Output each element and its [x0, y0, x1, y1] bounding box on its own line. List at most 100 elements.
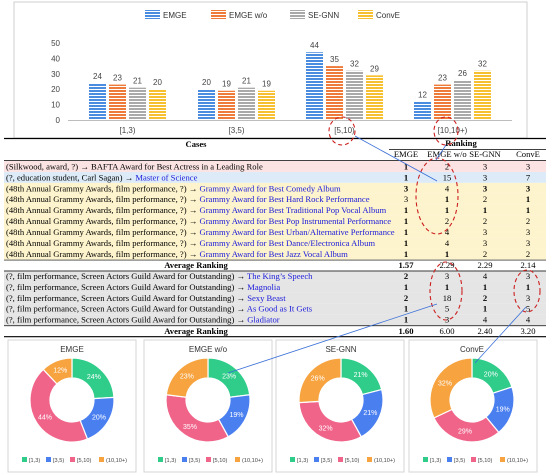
- table-case-text: (?, film performance, Screen Actors Guil…: [6, 315, 280, 325]
- ranking-value: 3: [483, 227, 487, 237]
- ranking-value: 1: [526, 282, 530, 292]
- table-row-background: [4, 270, 546, 282]
- average-ranking-value: 2.29: [477, 260, 492, 270]
- case-answer[interactable]: Grammy Award for Best Comedy Album: [199, 183, 341, 193]
- connector-line: [435, 144, 447, 161]
- case-answer[interactable]: As Good as It Gets: [247, 304, 313, 314]
- table-case-text: (48th Annual Grammy Awards, film perform…: [6, 183, 341, 193]
- ranking-value: 7: [526, 172, 531, 182]
- bar: [414, 101, 431, 120]
- ranking-value: 2: [445, 161, 449, 171]
- case-answer[interactable]: Grammy Award for Best Traditional Pop Vo…: [199, 205, 386, 215]
- donut-slice-label: 32%: [438, 380, 452, 387]
- average-ranking-label: Average Ranking: [164, 326, 228, 336]
- ranking-value: 3: [445, 271, 449, 281]
- bar-value-label: 21: [242, 77, 251, 86]
- case-answer[interactable]: Grammy Award for Best Hard Rock Performa…: [199, 194, 369, 204]
- case-triple: (48th Annual Grammy Awards, film perform…: [6, 183, 199, 193]
- case-answer[interactable]: Gladiator: [247, 315, 280, 325]
- ranking-value: 3: [483, 183, 487, 193]
- table-rules: [4, 137, 546, 338]
- donut-legend-label: [1,3): [297, 458, 308, 464]
- donut-title: ConvE: [460, 345, 484, 354]
- table-row-background: [4, 237, 546, 249]
- case-answer[interactable]: Grammy Award for Best Dance/Electronica …: [199, 238, 375, 248]
- case-answer[interactable]: The King’s Speech: [247, 271, 313, 281]
- bar: [326, 66, 343, 120]
- donut-title: EMGE w/o: [189, 345, 228, 354]
- connector-line: [474, 306, 527, 364]
- bar-value-label: 32: [350, 60, 359, 69]
- ranking-value: 4: [526, 315, 531, 325]
- ranking-value: 1: [483, 205, 487, 215]
- donut-slice-label: 21%: [363, 410, 377, 417]
- ranking-value: 4: [445, 183, 450, 193]
- donut-slice-label: 23%: [180, 373, 194, 380]
- donut-slice-label: 32%: [319, 426, 333, 433]
- bar-value-label: 23: [438, 74, 447, 83]
- ranking-value: 1: [404, 238, 408, 248]
- table-row-background: [4, 161, 546, 172]
- ranking-value: 2: [483, 216, 487, 226]
- bar-value-label: 44: [310, 41, 319, 50]
- donut-slice-label: 35%: [183, 424, 197, 431]
- donut-legend-label: [3,5): [321, 458, 332, 464]
- donut-legend-label: [5,10): [213, 458, 227, 464]
- ranking-value: 1: [483, 282, 487, 292]
- donut-panel: EMGE w/o 23% 19% 35% 23% [1,3) [3,5) [5,10) (10,…: [143, 339, 273, 473]
- table-row-backgrounds: [4, 161, 546, 326]
- y-tick-label: 0: [56, 116, 61, 125]
- average-ranking-value: 6.00: [439, 326, 454, 336]
- bar: [89, 83, 106, 120]
- case-triple: (48th Annual Grammy Awards, film perform…: [6, 194, 199, 204]
- connector-line: [227, 303, 438, 374]
- case-answer[interactable]: Sexy Beast: [247, 293, 286, 303]
- ranking-value: 18: [443, 293, 452, 303]
- ranking-value: 2: [483, 194, 487, 204]
- x-tick-label: [10,10+): [438, 126, 468, 135]
- donut-legend-label: [3,5): [454, 458, 465, 464]
- ranking-value: 3: [404, 194, 408, 204]
- donut-legend-label: [1,3): [29, 458, 40, 464]
- bar: [346, 70, 363, 120]
- table-row-background: [4, 171, 546, 183]
- ranking-value: 3: [526, 238, 530, 248]
- donut-slice-label: 26%: [311, 376, 325, 383]
- bar: [366, 75, 383, 120]
- donut-legend-label: (10,10+): [507, 458, 528, 464]
- case-answer[interactable]: Master of Science: [135, 172, 197, 182]
- table-column-headers: EMGE EMGE w/o SE-GNN ConvE: [394, 149, 540, 159]
- donut-slice: [165, 394, 230, 443]
- case-answer[interactable]: Magnolia: [247, 282, 280, 292]
- donut-slice-label: 23%: [222, 373, 236, 380]
- ranking-value: 1: [404, 216, 408, 226]
- donut-legend-swatch: [206, 457, 211, 462]
- ranking-value: 1: [526, 194, 530, 204]
- bar-value-label: 35: [330, 55, 339, 64]
- case-answer[interactable]: Grammy Award for Best Pop Instrumental P…: [199, 216, 391, 226]
- bar: [109, 84, 126, 120]
- case-triple: (48th Annual Grammy Awards, film perform…: [6, 227, 199, 237]
- donut-slice: [29, 368, 89, 443]
- table-row-background: [4, 204, 546, 216]
- ranking-value: 5: [526, 304, 530, 314]
- donut-slice-label: 19%: [496, 406, 510, 413]
- average-ranking-value: 3.20: [520, 326, 535, 336]
- average-ranking-value: 2.29: [439, 260, 454, 270]
- donut-slice: [429, 357, 473, 419]
- table-column-header: EMGE w/o: [427, 149, 466, 159]
- donut-legend-swatch: [367, 457, 372, 462]
- ranking-table: Cases Ranking EMGE EMGE w/o SE-GNN ConvE (S…: [4, 137, 546, 338]
- ranking-value: 1: [404, 227, 408, 237]
- bar-value-label: 21: [133, 77, 142, 86]
- ranking-value: 4: [483, 271, 488, 281]
- donut-slice: [298, 357, 342, 404]
- case-triple: (?, film performance, Screen Actors Guil…: [6, 293, 247, 303]
- case-answer[interactable]: Grammy Award for Best Urban/Alternative …: [199, 227, 394, 237]
- ranking-value: 3: [483, 161, 487, 171]
- ranking-value: 1: [483, 304, 487, 314]
- table-column-header: SE-GNN: [469, 149, 501, 159]
- donut-panel: EMGE 24% 20% 44% 12% [1,3) [3,5) [5,10) (10,10+): [7, 339, 137, 473]
- case-answer[interactable]: Grammy Award for Best Jazz Vocal Album: [199, 249, 348, 259]
- ranking-value: 1: [404, 161, 408, 171]
